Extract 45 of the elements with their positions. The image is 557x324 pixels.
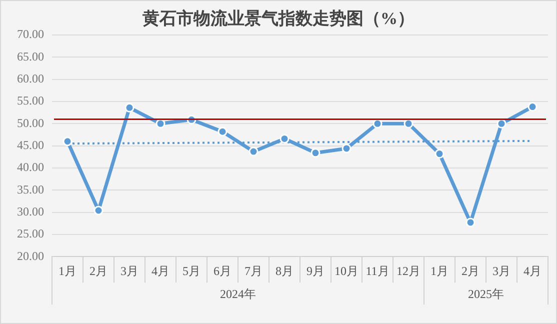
text: 2024年: [220, 286, 256, 301]
x-tick-label: 11月: [366, 264, 390, 278]
y-tick-label: 65.00: [17, 49, 44, 64]
point: [156, 118, 166, 128]
y-tick-label: 40.00: [17, 160, 44, 174]
point: [248, 146, 258, 156]
point: [466, 218, 476, 228]
point: [404, 118, 414, 128]
point: [342, 144, 352, 154]
point: [124, 102, 134, 112]
x-tick-label: 3月: [120, 264, 138, 278]
x-tick-label: 9月: [306, 264, 324, 278]
y-tick-label: 60.00: [17, 71, 44, 86]
x-tick-label: 5月: [182, 264, 200, 278]
x-tick-label: 7月: [244, 264, 262, 278]
point: [528, 102, 538, 112]
y-tick-label: 30.00: [17, 204, 44, 218]
point: [218, 126, 228, 136]
point: [496, 118, 506, 128]
x-tick-label: 10月: [334, 264, 358, 278]
x-tick-label: 6月: [214, 264, 232, 278]
point: [62, 136, 72, 146]
x-tick-label: 2月: [90, 264, 108, 278]
point: [280, 134, 290, 144]
point: [310, 148, 320, 158]
chart-title: 黄石市物流业景气指数走势图（%）: [142, 9, 414, 28]
x-tick-label: 1月: [58, 264, 76, 278]
x-tick-label: 12月: [396, 264, 420, 278]
point: [94, 206, 104, 216]
y-tick-label: 50.00: [17, 116, 44, 130]
text: 2025年: [468, 286, 504, 301]
point: [434, 149, 444, 159]
point: [372, 118, 382, 128]
y-tick-label: 25.00: [17, 226, 44, 241]
y-tick-label: 35.00: [17, 182, 44, 196]
x-tick-label: 8月: [276, 264, 294, 278]
y-tick-label: 20.00: [17, 248, 44, 263]
y-tick-label: 70.00: [17, 27, 44, 42]
x-tick-label: 1月: [430, 264, 448, 278]
x-tick-label: 2月: [462, 264, 480, 278]
x-tick-label: 3月: [492, 264, 510, 278]
y-tick-label: 55.00: [17, 94, 44, 108]
y-tick-label: 45.00: [17, 138, 44, 152]
x-tick-label: 4月: [524, 264, 542, 278]
x-tick-label: 4月: [152, 264, 170, 278]
